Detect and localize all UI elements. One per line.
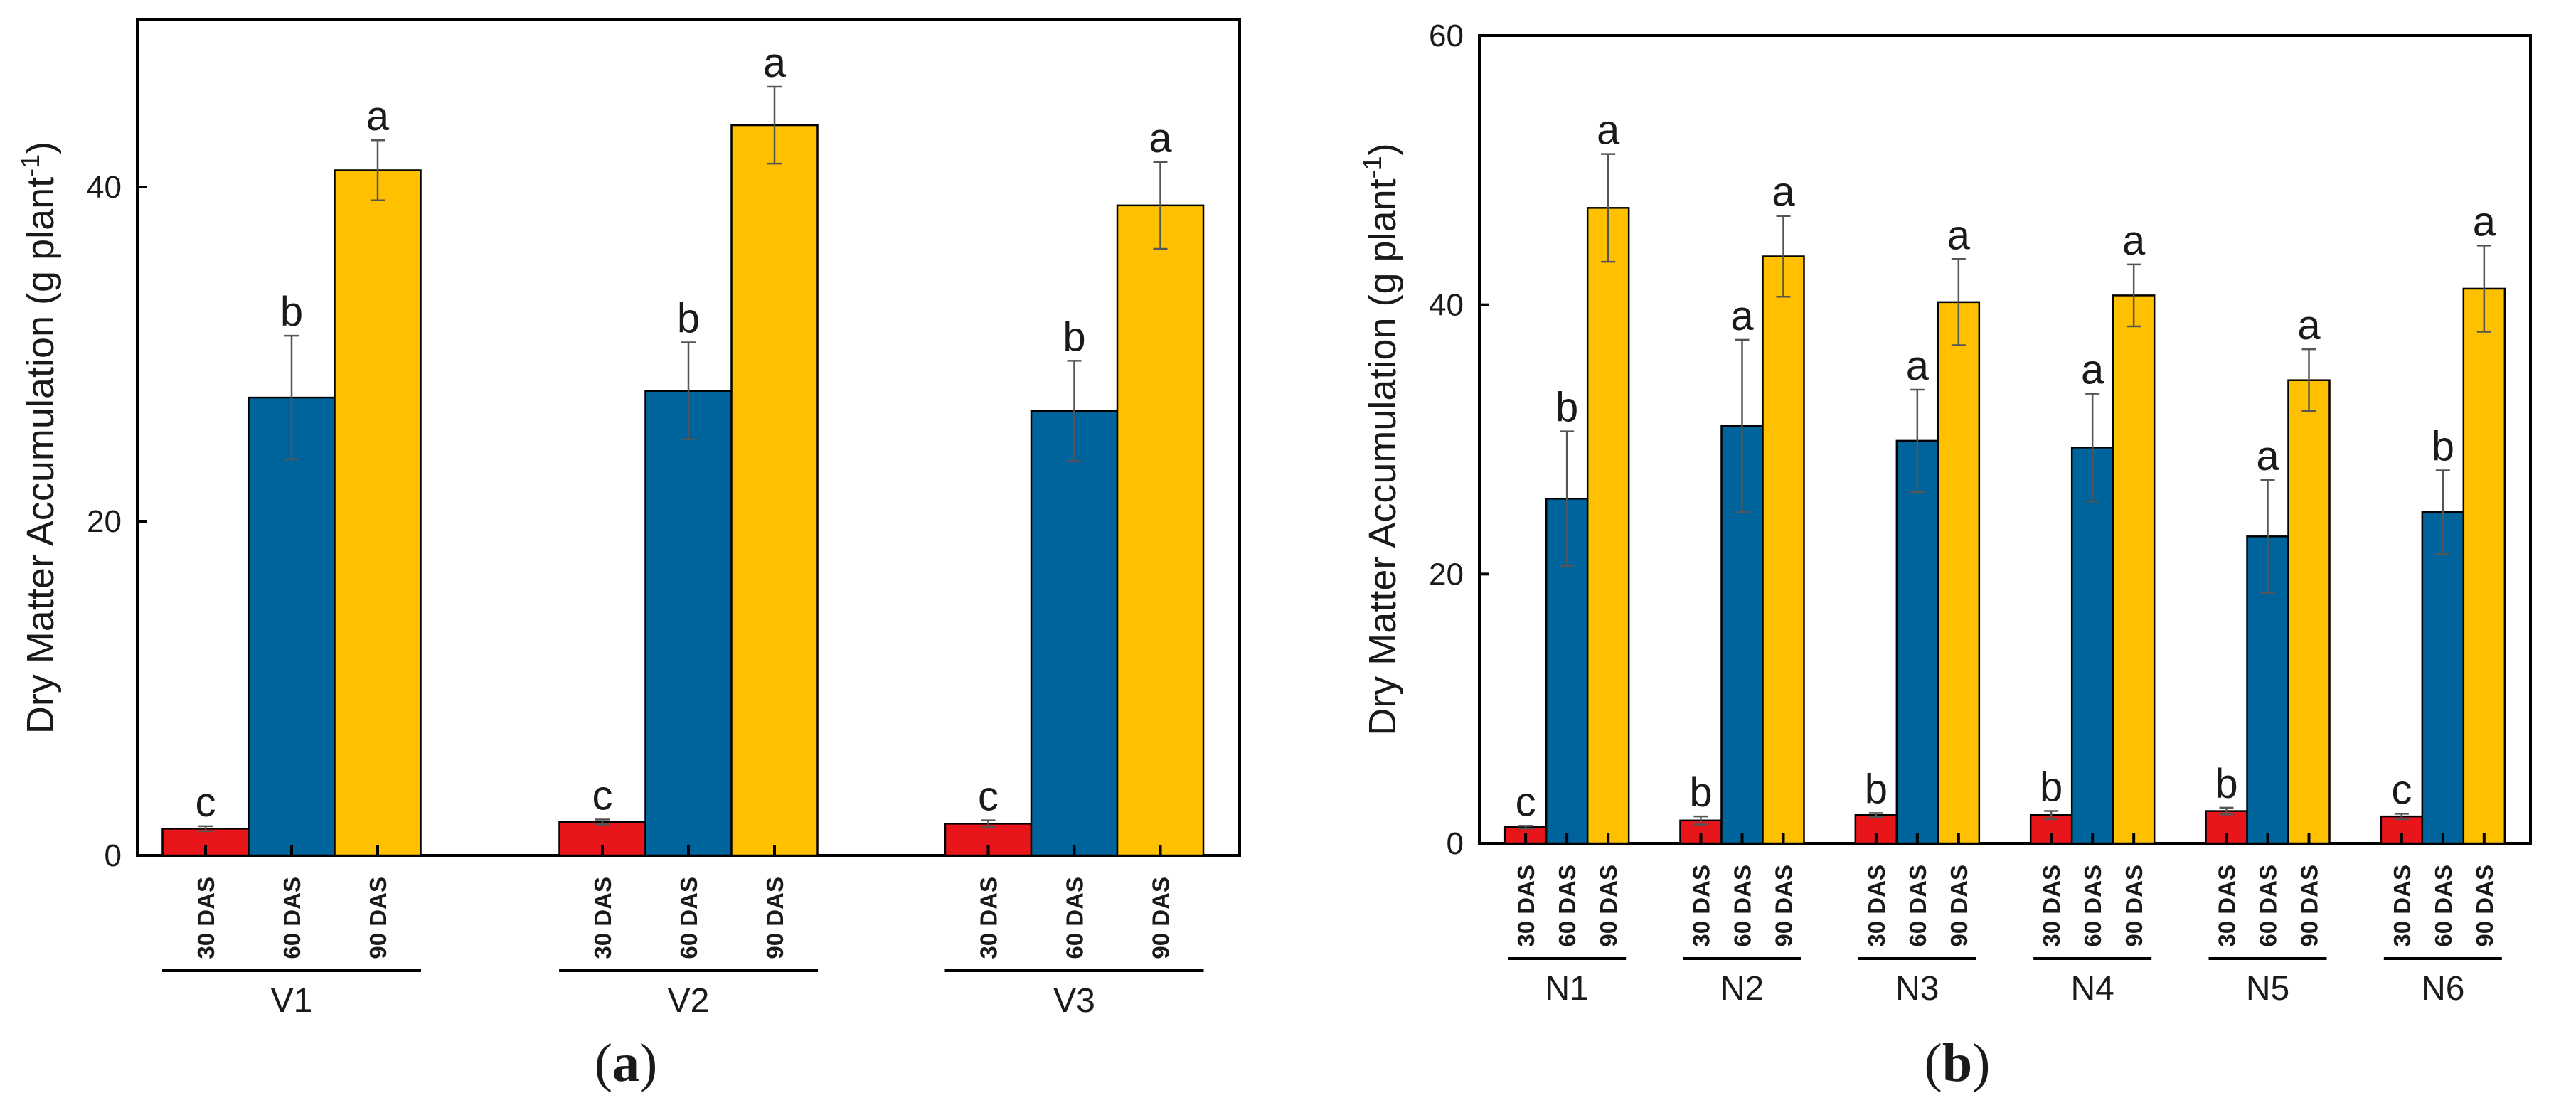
significance-letter: a xyxy=(2122,218,2146,264)
category-label: 90 DAS xyxy=(2296,865,2323,947)
category-label: 30 DAS xyxy=(590,877,616,959)
significance-letter: a xyxy=(1730,293,1754,339)
bar xyxy=(2421,511,2465,845)
category-label: 60 DAS xyxy=(1554,865,1580,947)
category-label: 60 DAS xyxy=(2080,865,2106,947)
category-label: 60 DAS xyxy=(1905,865,1931,947)
significance-letter: a xyxy=(2081,347,2104,393)
y-tick-label: 0 xyxy=(1447,826,1464,861)
significance-letter: a xyxy=(2297,302,2321,348)
bar xyxy=(730,124,819,857)
bar xyxy=(248,396,336,857)
category-label: 30 DAS xyxy=(976,877,1002,959)
significance-letter: b xyxy=(1689,769,1712,816)
category-label: 90 DAS xyxy=(1595,865,1622,947)
bar xyxy=(334,169,422,857)
category-label: 60 DAS xyxy=(279,877,305,959)
bar xyxy=(1030,410,1119,857)
significance-letter: b xyxy=(1063,314,1085,360)
panel-a-caption: (a) xyxy=(595,1033,658,1093)
category-label: 90 DAS xyxy=(762,877,788,959)
category-label: 60 DAS xyxy=(1730,865,1756,947)
category-label: 30 DAS xyxy=(2214,865,2240,947)
significance-letter: a xyxy=(2473,198,2496,245)
y-tick-label: 20 xyxy=(1429,557,1464,592)
group-label: N2 xyxy=(1720,970,1764,1008)
significance-letter: a xyxy=(1906,343,1930,389)
group-label: N4 xyxy=(2070,970,2114,1008)
significance-letter: c xyxy=(978,774,999,820)
significance-letter: b xyxy=(2040,764,2063,811)
category-label: 90 DAS xyxy=(2121,865,2147,947)
significance-letter: b xyxy=(2432,424,2454,470)
bar xyxy=(1895,439,1939,845)
category-label: 30 DAS xyxy=(1863,865,1890,947)
category-label: 60 DAS xyxy=(2430,865,2457,947)
bar xyxy=(1762,255,1805,845)
bar xyxy=(2287,379,2331,845)
significance-letter: c xyxy=(196,779,216,826)
category-label: 60 DAS xyxy=(676,877,702,959)
significance-letter: a xyxy=(1772,169,1795,215)
significance-letter: a xyxy=(1149,115,1172,161)
significance-letter: b xyxy=(677,296,700,342)
y-tick-label: 60 xyxy=(1429,18,1464,53)
significance-letter: c xyxy=(1516,779,1536,825)
category-label: 90 DAS xyxy=(1946,865,1972,947)
bar xyxy=(644,390,733,857)
significance-letter: a xyxy=(1947,212,1971,258)
category-label: 30 DAS xyxy=(193,877,219,959)
group-label: N3 xyxy=(1895,970,1939,1008)
category-label: 60 DAS xyxy=(2255,865,2282,947)
y-tick-label: 40 xyxy=(87,170,122,205)
significance-letter: a xyxy=(366,93,390,139)
y-tick-label: 40 xyxy=(1429,288,1464,323)
panel-b-caption: (b) xyxy=(1925,1033,1991,1093)
group-label: N1 xyxy=(1545,970,1588,1008)
category-label: 30 DAS xyxy=(1513,865,1539,947)
significance-letter: b xyxy=(280,289,303,335)
y-axis-title: Dry Matter Accumulation (g plant-1) xyxy=(1358,143,1404,735)
bar xyxy=(2112,294,2156,845)
panel-b-chart: 0 20 40 60 Dry Matter Accumulation (g plant-… xyxy=(1358,18,2532,1008)
significance-letter: a xyxy=(1597,107,1620,154)
bar xyxy=(1937,301,1981,845)
category-label: 60 DAS xyxy=(1062,877,1088,959)
category-label: 90 DAS xyxy=(2471,865,2498,947)
significance-letter: b xyxy=(2215,761,2237,807)
bar xyxy=(2070,447,2114,845)
group-label: N6 xyxy=(2421,970,2464,1008)
y-tick-label: 20 xyxy=(87,504,122,539)
group-label: V1 xyxy=(271,982,313,1020)
category-label: 30 DAS xyxy=(2389,865,2415,947)
category-label: 90 DAS xyxy=(1148,877,1174,959)
y-axis-title: Dry Matter Accumulation (g plant-1) xyxy=(16,142,62,734)
significance-letter: b xyxy=(1555,385,1578,431)
plot-frame xyxy=(1478,34,2532,845)
significance-letter: a xyxy=(763,40,787,86)
category-label: 90 DAS xyxy=(365,877,391,959)
category-label: 30 DAS xyxy=(2038,865,2065,947)
category-label: 90 DAS xyxy=(1771,865,1797,947)
significance-letter: c xyxy=(592,772,613,818)
panel-a-chart: 0 20 40 Dry Matter Accumulation (g plant-1)… xyxy=(16,18,1241,1020)
group-label: V2 xyxy=(668,982,710,1020)
significance-letter: a xyxy=(2256,433,2279,479)
group-label: N5 xyxy=(2246,970,2289,1008)
bar xyxy=(2462,287,2506,845)
bar xyxy=(1586,207,1630,845)
significance-letter: c xyxy=(2391,767,2412,813)
y-tick-label: 0 xyxy=(105,838,122,873)
significance-letter: b xyxy=(1865,766,1888,812)
category-label: 30 DAS xyxy=(1688,865,1715,947)
bar xyxy=(1116,204,1205,857)
group-label: V3 xyxy=(1053,982,1095,1020)
